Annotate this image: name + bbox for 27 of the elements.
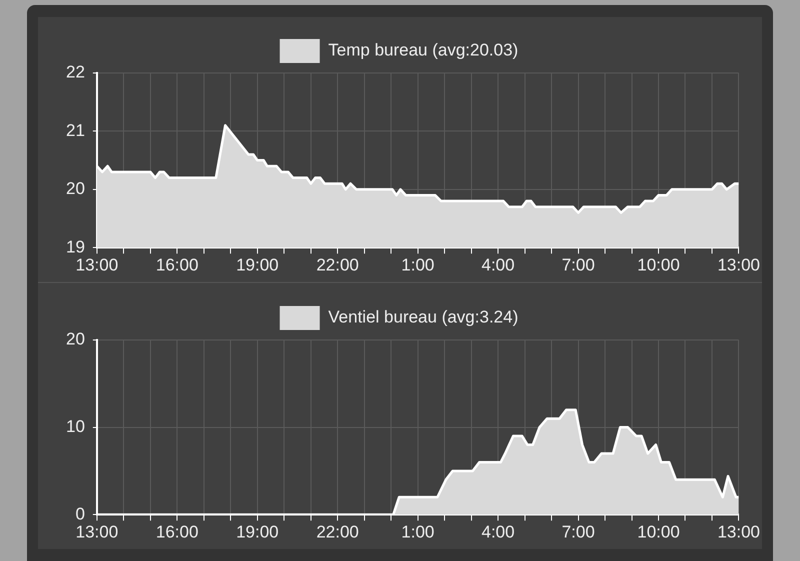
x-tick-label: 4:00: [482, 255, 515, 274]
x-tick-label: 10:00: [637, 522, 680, 542]
y-tick-label: 20: [66, 330, 85, 349]
x-tick-label: 22:00: [316, 255, 359, 274]
x-tick-label: 13:00: [76, 522, 118, 542]
x-tick-label: 13:00: [76, 255, 118, 274]
x-tick-label: 22:00: [316, 522, 359, 542]
x-tick-label: 7:00: [562, 522, 595, 542]
x-tick-label: 10:00: [637, 255, 680, 274]
y-tick-label: 22: [66, 62, 85, 82]
x-tick-label: 1:00: [401, 522, 434, 542]
legend-label: Temp bureau (avg:20.03): [328, 40, 518, 60]
y-tick-label: 10: [66, 416, 85, 436]
x-tick-label: 13:00: [717, 255, 760, 274]
x-tick-label: 19:00: [236, 522, 279, 542]
x-tick-label: 4:00: [482, 522, 515, 542]
x-tick-label: 1:00: [401, 255, 434, 274]
y-tick-label: 21: [66, 120, 85, 140]
x-tick-label: 7:00: [562, 255, 595, 274]
x-tick-label: 16:00: [156, 255, 198, 274]
x-tick-label: 16:00: [156, 522, 198, 542]
x-tick-label: 13:00: [717, 522, 760, 542]
y-tick-label: 19: [66, 237, 85, 256]
y-tick-label: 0: [75, 504, 85, 524]
legend-label: Ventiel bureau (avg:3.24): [328, 308, 518, 327]
y-tick-label: 20: [66, 179, 85, 198]
x-tick-label: 19:00: [236, 255, 279, 274]
